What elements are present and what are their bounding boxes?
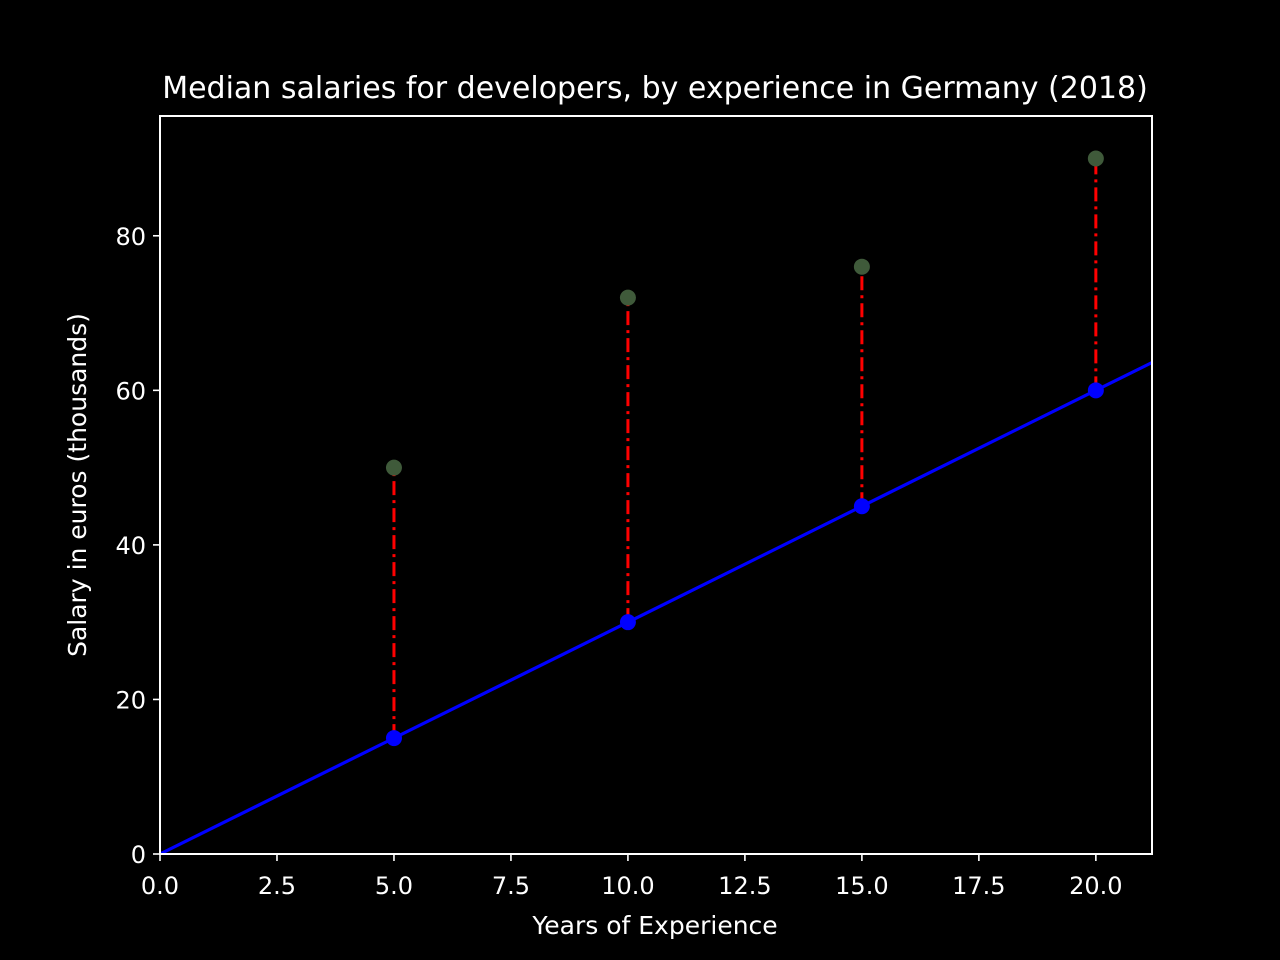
x-tick-label: 5.0 (375, 872, 413, 900)
x-tick-label: 15.0 (835, 872, 888, 900)
x-axis-label: Years of Experience (531, 911, 777, 940)
observed-point (385, 459, 402, 476)
y-tick-label: 80 (115, 223, 146, 251)
x-axis-ticks: 0.0 2.5 5.0 7.5 10.0 12.5 15.0 17.5 20.0 (141, 854, 1123, 900)
predicted-point (619, 614, 636, 631)
y-axis-label: Salary in euros (thousands) (63, 313, 92, 657)
y-tick-label: 20 (115, 686, 146, 714)
plot-area (159, 115, 1153, 855)
predicted-point (385, 730, 402, 747)
y-axis-ticks: 0 20 40 60 80 (115, 223, 160, 869)
observed-point (1087, 150, 1104, 167)
observed-point (619, 289, 636, 306)
x-tick-label: 20.0 (1069, 872, 1122, 900)
x-tick-label: 10.0 (601, 872, 654, 900)
y-tick-label: 60 (115, 377, 146, 405)
plot-frame (159, 115, 1153, 855)
chart-title: Median salaries for developers, by exper… (162, 71, 1148, 106)
y-tick-label: 0 (131, 841, 146, 869)
x-tick-label: 2.5 (258, 872, 296, 900)
predicted-point (853, 498, 870, 515)
predicted-point (1087, 382, 1104, 399)
x-tick-label: 7.5 (492, 872, 530, 900)
y-tick-label: 40 (115, 532, 146, 560)
x-tick-label: 12.5 (718, 872, 771, 900)
fit-line (160, 361, 1152, 854)
x-tick-label: 17.5 (952, 872, 1005, 900)
observed-point (853, 258, 870, 275)
x-tick-label: 0.0 (141, 872, 179, 900)
